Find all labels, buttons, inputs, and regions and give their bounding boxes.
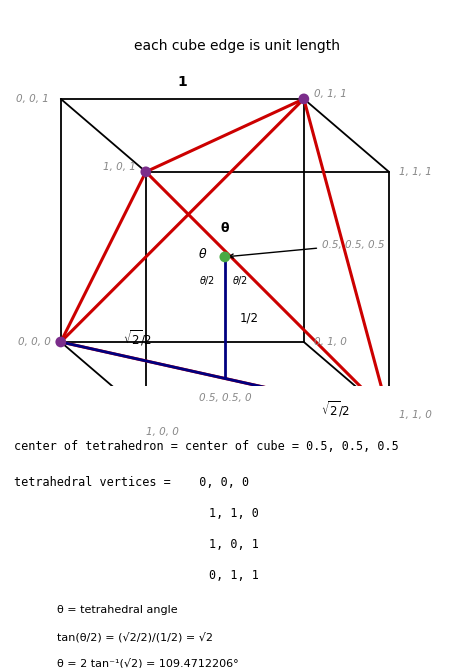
Title: each cube edge is unit length: each cube edge is unit length xyxy=(134,39,340,53)
Point xyxy=(300,94,308,104)
Text: 0, 0, 0: 0, 0, 0 xyxy=(18,337,51,347)
Text: $\theta$: $\theta$ xyxy=(199,247,208,261)
Point xyxy=(221,252,228,263)
Text: $\theta/2$: $\theta/2$ xyxy=(199,274,215,287)
Point xyxy=(142,166,150,177)
Point xyxy=(385,409,393,420)
Text: 1, 1, 1: 1, 1, 1 xyxy=(399,167,431,177)
Text: 0.5, 0.5, 0.5: 0.5, 0.5, 0.5 xyxy=(229,240,384,258)
Text: 0.5, 0.5, 0: 0.5, 0.5, 0 xyxy=(199,393,251,403)
Text: 0, 1, 0: 0, 1, 0 xyxy=(314,337,346,347)
Text: 1, 1, 0: 1, 1, 0 xyxy=(399,410,431,420)
Text: 1, 0, 0: 1, 0, 0 xyxy=(146,427,179,437)
Text: 0, 0, 1: 0, 0, 1 xyxy=(16,94,49,104)
Text: 1: 1 xyxy=(177,75,187,90)
Point xyxy=(57,337,64,347)
Text: tan(θ/2) = (√2/2)/(1/2) = √2: tan(θ/2) = (√2/2)/(1/2) = √2 xyxy=(57,632,213,643)
Text: 1/2: 1/2 xyxy=(239,311,258,324)
Text: $\bf\theta$: $\bf\theta$ xyxy=(220,221,230,235)
Text: $\sqrt{2}/2$: $\sqrt{2}/2$ xyxy=(321,399,351,419)
Text: 1, 0, 1: 1, 0, 1 xyxy=(103,162,136,172)
Text: θ = 2 tan⁻¹(√2) = 109.4712206°: θ = 2 tan⁻¹(√2) = 109.4712206° xyxy=(57,659,238,668)
Text: tetrahedral vertices =    0, 0, 0: tetrahedral vertices = 0, 0, 0 xyxy=(14,476,249,488)
Text: 1, 0, 1: 1, 0, 1 xyxy=(209,538,258,551)
Text: 1, 1, 0: 1, 1, 0 xyxy=(209,507,258,520)
Text: center of tetrahedron = center of cube = 0.5, 0.5, 0.5: center of tetrahedron = center of cube =… xyxy=(14,440,399,452)
Text: 0, 1, 1: 0, 1, 1 xyxy=(314,89,346,99)
Text: θ = tetrahedral angle: θ = tetrahedral angle xyxy=(57,605,177,615)
Text: 0, 1, 1: 0, 1, 1 xyxy=(209,569,258,582)
Text: $\theta/2$: $\theta/2$ xyxy=(232,274,248,287)
Text: $\sqrt{2}/2$: $\sqrt{2}/2$ xyxy=(123,329,153,348)
